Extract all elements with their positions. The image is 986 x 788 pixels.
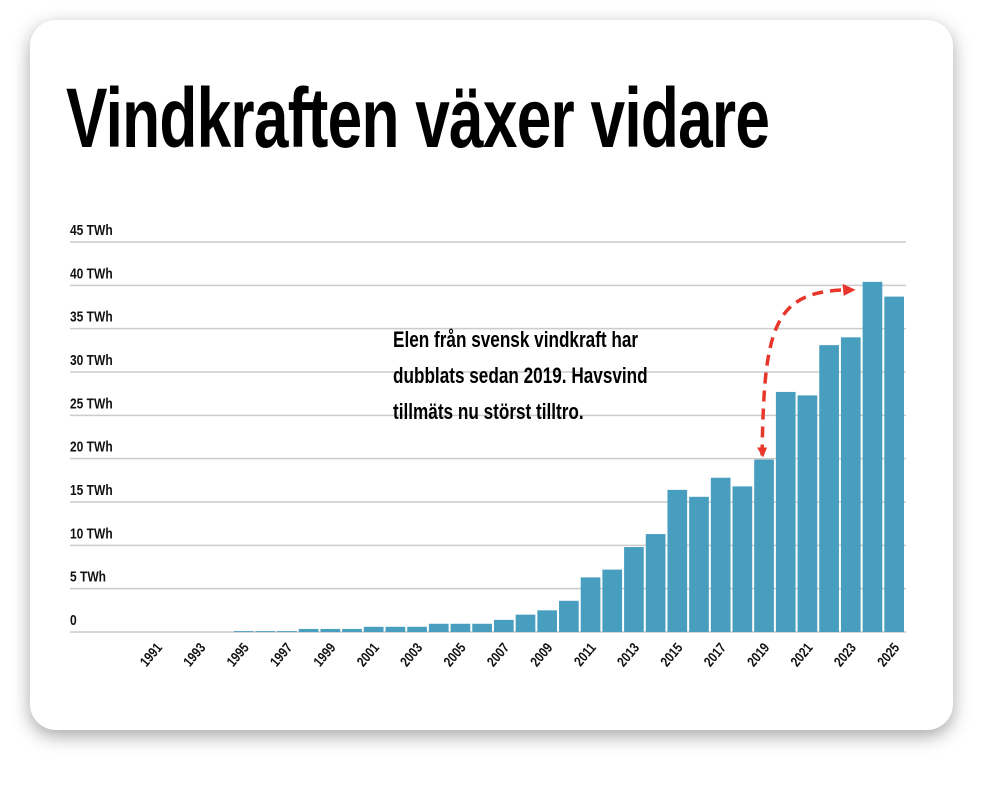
x-tick-label: 1999	[310, 640, 339, 670]
bar-2014	[645, 534, 666, 632]
bar-2004	[428, 623, 449, 632]
annotation-line: dubblats sedan 2019. Havsvind	[393, 363, 648, 388]
bar-2021	[797, 395, 818, 632]
bar-2013	[624, 547, 644, 632]
bar-2019	[754, 459, 774, 632]
bar-1995	[233, 631, 254, 632]
y-tick-label: 5 TWh	[70, 568, 106, 585]
y-tick-label: 40 TWh	[70, 265, 113, 282]
bar-1996	[255, 631, 276, 632]
bar-1999	[320, 628, 341, 632]
x-tick-label: 2019	[744, 640, 773, 670]
bar-2025	[884, 296, 904, 632]
x-tick-label: 1991	[136, 640, 165, 670]
x-tick-label: 2015	[657, 640, 686, 670]
bar-2020	[775, 391, 796, 632]
x-tick-label: 2009	[527, 640, 556, 670]
x-tick-label: 2001	[353, 640, 382, 670]
x-tick-label: 1993	[180, 640, 209, 670]
bar-2024	[862, 281, 883, 632]
x-tick-label: 2013	[613, 640, 642, 670]
x-tick-label: 1997	[266, 640, 295, 670]
x-tick-label: 2005	[440, 640, 469, 670]
bar-2022	[819, 345, 839, 632]
y-tick-label: 15 TWh	[70, 482, 113, 499]
x-tick-label: 1995	[223, 640, 252, 670]
bar-2001	[363, 626, 384, 632]
annotation-line: tillmäts nu störst tilltro.	[393, 399, 584, 424]
bar-2007	[493, 619, 514, 632]
y-tick-label: 10 TWh	[70, 525, 113, 542]
bar-1998	[298, 628, 319, 632]
bar-1997	[277, 631, 297, 632]
x-tick-label: 2007	[483, 640, 512, 670]
bar-2005	[450, 623, 471, 632]
bar-2010	[559, 600, 579, 632]
bar-2003	[407, 626, 427, 632]
arrow-tail-icon	[757, 447, 768, 458]
x-tick-label: 2003	[397, 640, 426, 670]
bar-2012	[602, 569, 623, 632]
x-tick-label: 2025	[874, 640, 903, 670]
bar-2016	[689, 496, 709, 632]
y-tick-label: 20 TWh	[70, 438, 113, 455]
y-tick-label: 30 TWh	[70, 352, 113, 369]
bar-2018	[732, 486, 753, 632]
annotation-arrow	[760, 288, 846, 456]
arrowhead-icon	[842, 283, 856, 296]
bar-2000	[342, 628, 362, 632]
x-tick-label: 2023	[830, 640, 859, 670]
bar-2017	[710, 477, 731, 632]
chart-title: Vindkraften växer vidare	[66, 71, 770, 165]
bar-2002	[385, 626, 406, 632]
x-tick-label: 2011	[571, 640, 600, 670]
bar-2008	[515, 614, 536, 632]
y-tick-label: 35 TWh	[70, 308, 113, 325]
bar-2009	[537, 610, 558, 632]
y-tick-label: 25 TWh	[70, 395, 113, 412]
bar-2011	[580, 577, 601, 632]
bar-2023	[840, 337, 861, 632]
y-tick-label: 45 TWh	[70, 222, 113, 239]
x-tick-label: 2017	[700, 640, 729, 670]
bar-2006	[472, 623, 492, 632]
annotation-line: Elen från svensk vindkraft har	[393, 327, 639, 352]
chart-annotation: Elen från svensk vindkraft har dubblats …	[393, 322, 648, 430]
bar-2015	[667, 489, 688, 632]
x-tick-label: 2021	[787, 640, 816, 670]
y-tick-label: 0	[70, 612, 77, 629]
